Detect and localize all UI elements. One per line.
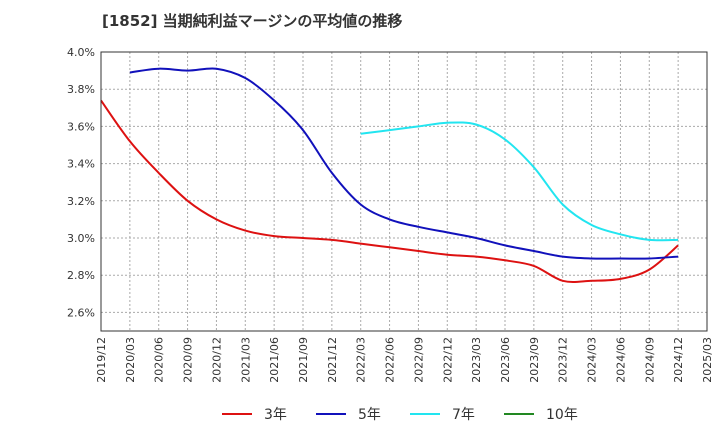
series-line (129, 67, 679, 260)
x-tick-label: 2023/12 (557, 337, 570, 383)
y-tick-label: 3.6% (67, 120, 95, 133)
y-tick-label: 3.2% (67, 195, 95, 208)
x-tick-label: 2023/03 (470, 337, 483, 383)
y-tick-label: 3.0% (67, 232, 95, 245)
y-tick-label: 4.0% (67, 46, 95, 59)
x-tick-label: 2020/12 (210, 337, 223, 383)
grid (101, 52, 707, 331)
legend-label: 3年 (264, 407, 287, 423)
x-tick-label: 2022/06 (384, 337, 397, 383)
plot-frame (100, 51, 708, 332)
x-tick-label: 2024/09 (643, 337, 656, 383)
x-tick-label: 2021/06 (268, 337, 281, 383)
x-tick-label: 2021/03 (239, 337, 252, 383)
x-tick-label: 2024/03 (586, 337, 599, 383)
x-tick-label: 2024/12 (672, 337, 685, 383)
series-line (360, 121, 679, 242)
x-tick-label: 2021/09 (297, 337, 310, 383)
x-tick-label: 2022/03 (355, 337, 368, 383)
y-tick-label: 3.4% (67, 158, 95, 171)
x-tick-label: 2020/03 (124, 337, 137, 383)
x-tick-label: 2020/06 (153, 337, 166, 383)
x-tick-label: 2023/06 (499, 337, 512, 383)
x-tick-label: 2025/03 (701, 337, 714, 383)
y-tick-label: 2.8% (67, 269, 95, 282)
x-tick-label: 2022/12 (441, 337, 454, 383)
legend-label: 5年 (358, 407, 381, 423)
series-lines (100, 67, 679, 283)
x-tick-label: 2021/12 (326, 337, 339, 383)
x-tick-label: 2020/09 (182, 337, 195, 383)
legend: 3年 5年 7年 10年 (222, 407, 578, 423)
chart-title: [1852] 当期純利益マージンの平均値の推移 (102, 12, 403, 30)
x-tick-label: 2022/09 (412, 337, 425, 383)
x-tick-label: 2023/09 (528, 337, 541, 383)
series-line (100, 99, 679, 283)
y-tick-label: 2.6% (67, 306, 95, 319)
x-tick-label: 2019/12 (95, 337, 108, 383)
x-tick-label: 2024/06 (614, 337, 627, 383)
legend-label: 7年 (452, 407, 475, 423)
legend-label: 10年 (546, 407, 578, 423)
axes: 2.6% 2.8% 3.0% 3.2% 3.4% 3.6% 3.8% 4.0% 2019/12 2… (67, 46, 714, 383)
y-tick-label: 3.8% (67, 83, 95, 96)
